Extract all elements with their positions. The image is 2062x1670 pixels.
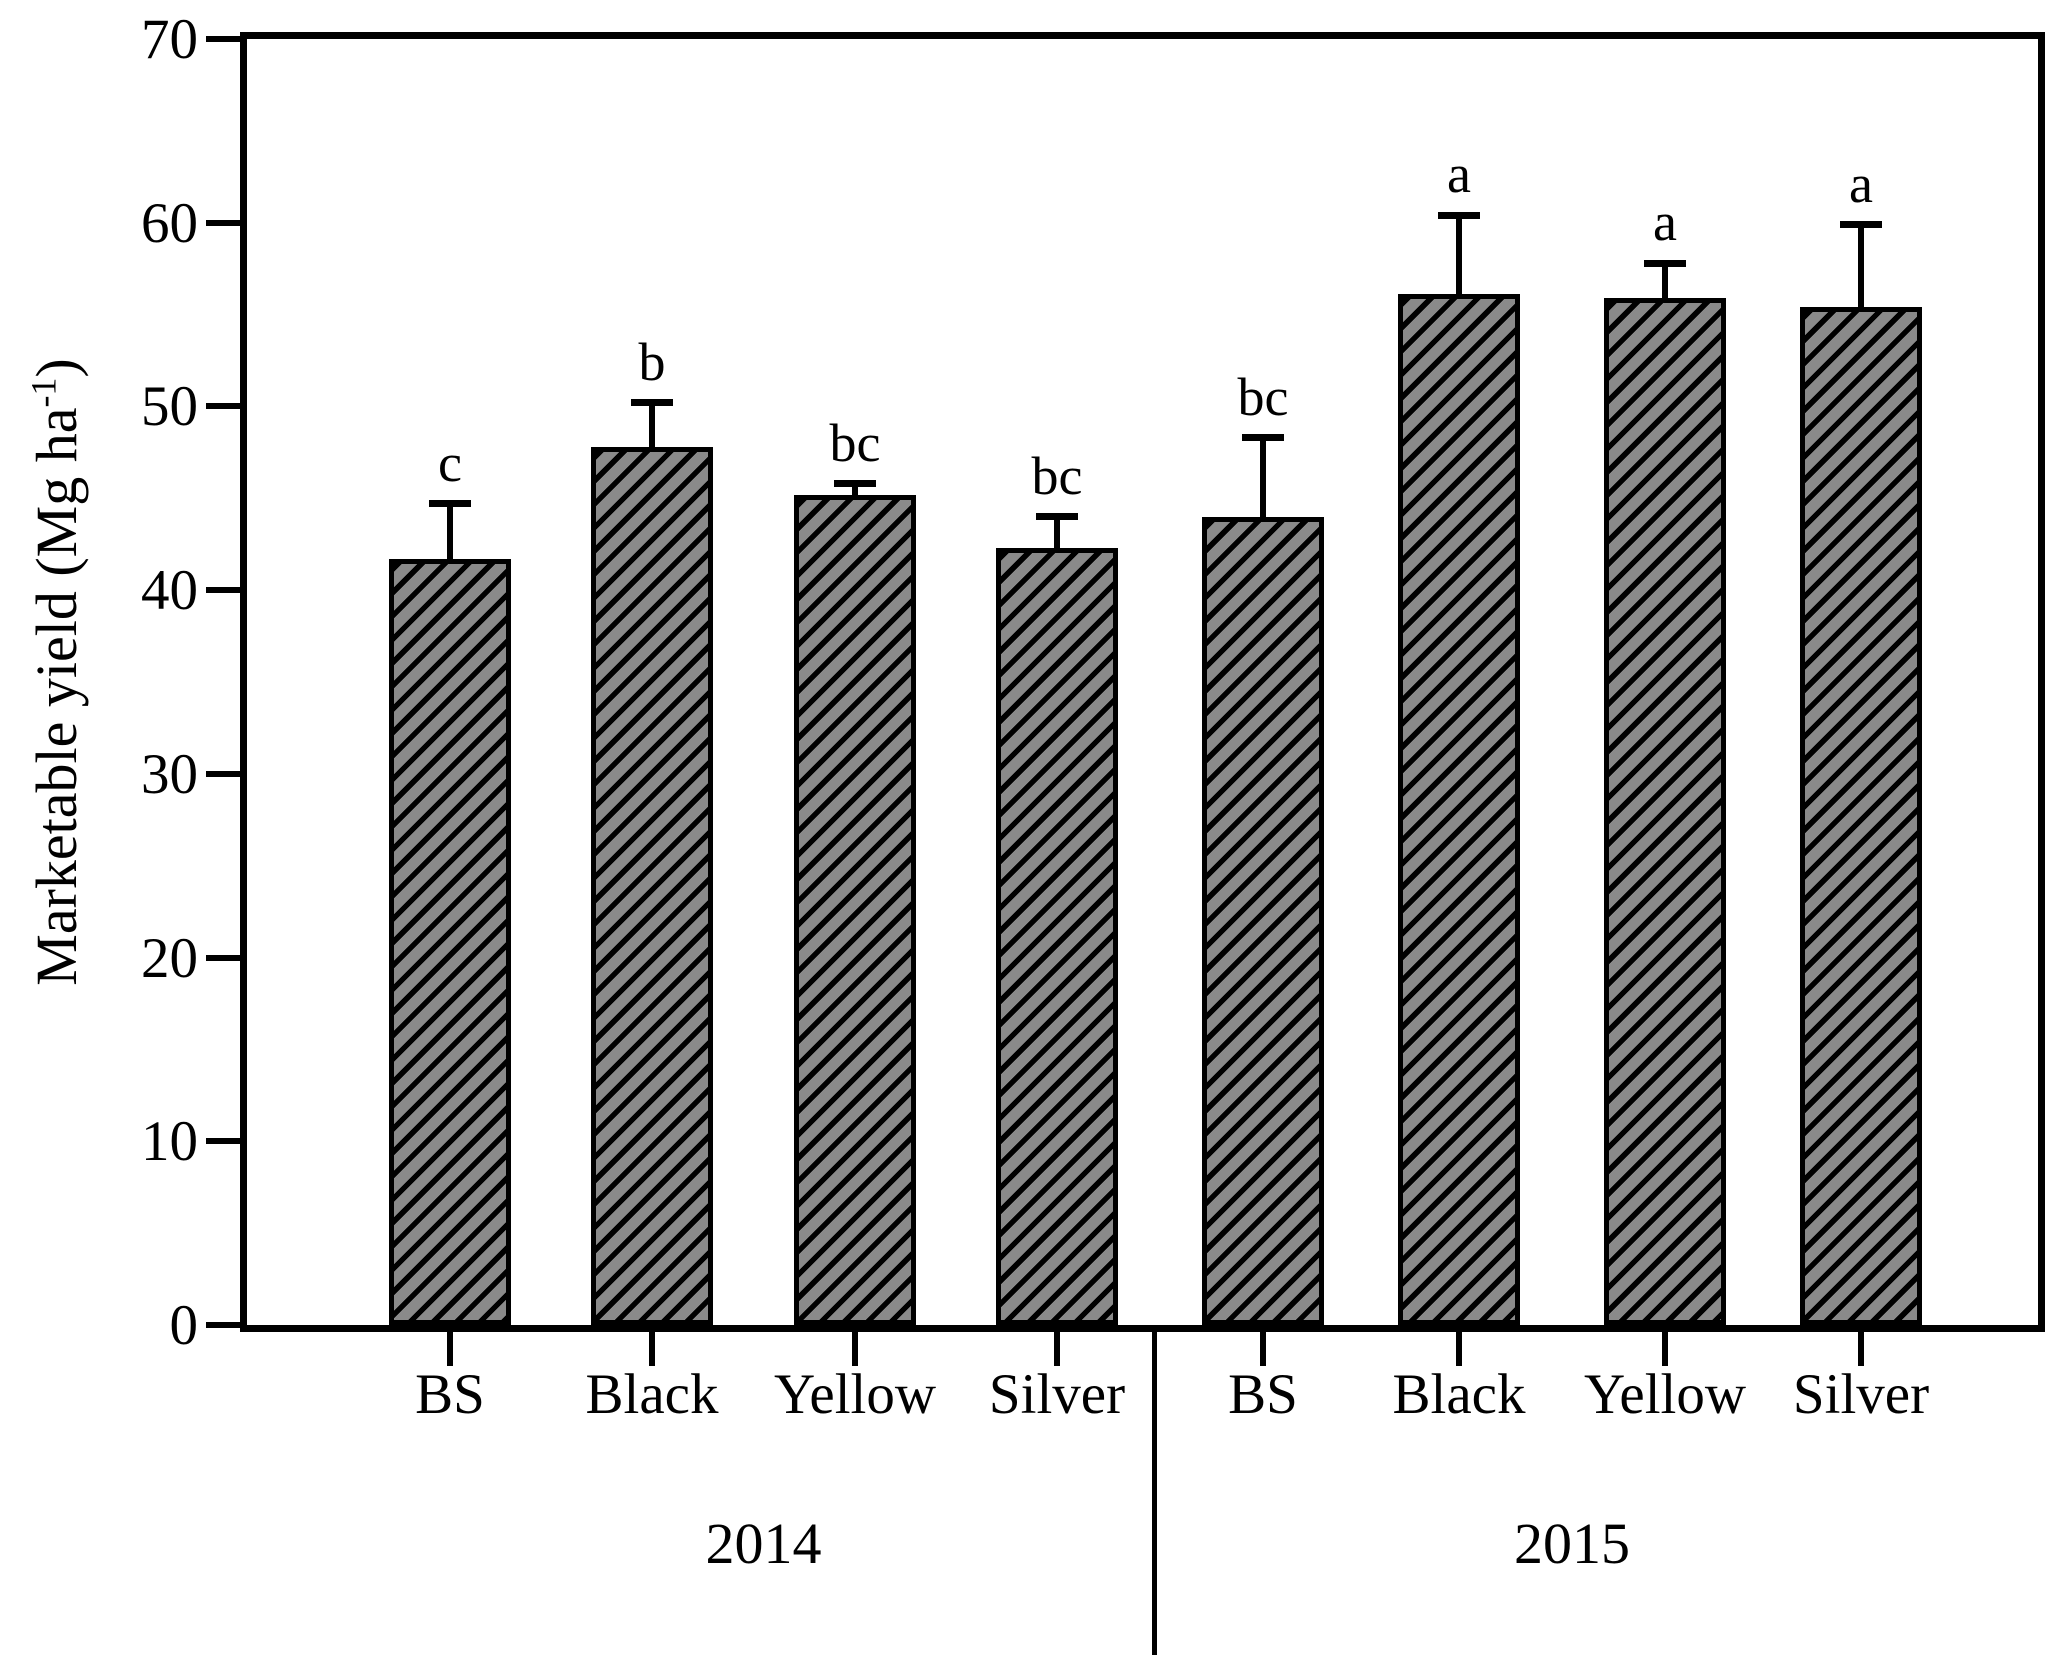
y-axis-tick-label: 10 <box>141 1110 198 1174</box>
error-bar-cap <box>1036 513 1078 520</box>
x-axis-tick <box>852 1332 858 1366</box>
y-axis-tick <box>206 36 240 42</box>
error-bar-whisker <box>852 484 858 497</box>
y-axis-tick <box>206 770 240 777</box>
error-bar-whisker <box>447 504 453 561</box>
y-axis-title-suffix: ) <box>24 358 89 378</box>
error-bar-cap <box>1438 212 1480 219</box>
x-axis-tick <box>447 1332 453 1366</box>
error-bar-whisker <box>1054 517 1060 550</box>
bar-2015-silver <box>1800 307 1922 1325</box>
x-axis-category-label: Black <box>1392 1363 1526 1426</box>
significance-letter: a <box>1653 192 1677 252</box>
x-axis-category-label: Black <box>585 1363 719 1426</box>
x-axis-category-label: BS <box>1228 1363 1298 1426</box>
y-axis-tick <box>206 587 240 594</box>
error-bar-cap <box>631 399 673 406</box>
error-bar-whisker <box>1456 215 1462 296</box>
y-axis-tick <box>206 1138 240 1145</box>
error-bar-whisker <box>1858 224 1864 309</box>
x-axis-tick <box>1054 1332 1060 1366</box>
y-axis-tick <box>206 219 240 226</box>
y-axis-tick-label: 70 <box>141 8 198 71</box>
error-bar-cap <box>834 480 876 487</box>
y-axis-tick-label: 30 <box>141 742 198 806</box>
significance-letter: a <box>1447 144 1471 204</box>
bar-2014-bs <box>389 559 511 1325</box>
y-axis-tick <box>206 954 240 961</box>
bar-2014-black <box>591 447 713 1325</box>
y-axis-tick-label: 40 <box>141 559 198 623</box>
x-axis-tick <box>1662 1332 1668 1366</box>
significance-letter: c <box>438 433 462 493</box>
significance-letter: bc <box>1031 446 1083 506</box>
significance-letter: b <box>638 332 666 392</box>
y-axis-title-text: Marketable yield (Mg ha <box>24 407 89 986</box>
significance-letter: bc <box>1237 367 1289 427</box>
significance-letter: bc <box>829 413 881 473</box>
y-axis-tick-label: 20 <box>141 926 198 990</box>
error-bar-cap <box>429 500 471 507</box>
x-axis-tick <box>1260 1332 1266 1366</box>
y-axis-tick-label: 0 <box>169 1294 199 1357</box>
error-bar-cap <box>1840 221 1882 228</box>
group-year-label: 2015 <box>1514 1511 1630 1576</box>
x-axis-tick <box>649 1332 655 1366</box>
significance-letter: a <box>1849 154 1873 214</box>
year-group-divider-line <box>1152 1332 1157 1655</box>
error-bar-cap <box>1242 434 1284 441</box>
x-axis-tick <box>1456 1332 1462 1366</box>
y-axis-title: Marketable yield (Mg ha-1) <box>24 358 89 985</box>
x-axis-category-label: BS <box>415 1363 485 1426</box>
y-axis-tick-label: 60 <box>141 191 198 255</box>
x-axis-category-label: Yellow <box>1583 1363 1747 1426</box>
bar-2014-silver <box>996 548 1118 1325</box>
plot-area: c b bc bc bc a a a <box>247 39 2038 1325</box>
bar-2015-yellow <box>1604 298 1726 1325</box>
bar-2014-yellow <box>794 495 916 1325</box>
error-bar-cap <box>1644 260 1686 267</box>
x-axis-category-label: Yellow <box>773 1363 937 1426</box>
x-axis-category-label: Silver <box>988 1363 1126 1426</box>
bar-2015-black <box>1398 294 1520 1325</box>
x-axis-category-label: Silver <box>1792 1363 1930 1426</box>
group-year-label: 2014 <box>705 1511 822 1576</box>
bar-2015-bs <box>1202 517 1324 1325</box>
error-bar-whisker <box>649 403 655 449</box>
plot-frame <box>240 32 2045 1332</box>
y-axis-tick <box>206 403 240 410</box>
y-axis-tick <box>206 1322 240 1328</box>
error-bar-whisker <box>1662 263 1668 300</box>
x-axis-tick <box>1858 1332 1864 1366</box>
error-bar-whisker <box>1260 438 1266 519</box>
y-axis-tick-label: 50 <box>141 375 198 439</box>
